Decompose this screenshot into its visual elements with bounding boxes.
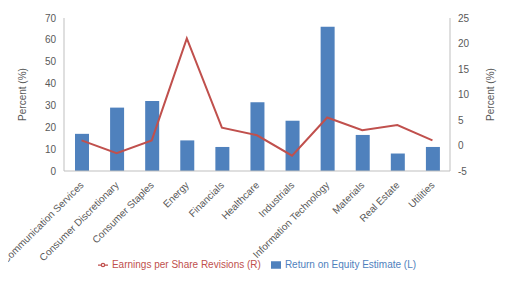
svg-text:Healthcare: Healthcare [219,179,261,221]
svg-text:Utilities: Utilities [406,179,437,210]
svg-text:20: 20 [458,38,470,49]
svg-text:10: 10 [45,144,57,155]
svg-text:Energy: Energy [161,179,191,209]
svg-text:Consumer Discretionary: Consumer Discretionary [37,179,121,264]
svg-text:Consumer Staples: Consumer Staples [90,179,156,245]
svg-text:Materials: Materials [330,179,366,215]
svg-text:15: 15 [458,64,470,75]
svg-text:Information Technology: Information Technology [251,179,332,260]
svg-text:10: 10 [458,89,470,100]
svg-text:-5: -5 [458,166,467,177]
svg-text:Percent (%): Percent (%) [17,68,28,121]
svg-text:5: 5 [458,115,464,126]
svg-text:20: 20 [45,122,57,133]
html-text:Return on Equity Estimate (L): Return on Equity Estimate (L) [284,259,417,270]
svg-text:0: 0 [50,166,56,177]
html-text:Earnings per Share Revisions (: Earnings per Share Revisions (R) [111,259,261,270]
svg-text:40: 40 [45,78,57,89]
svg-text:50: 50 [45,56,57,67]
svg-text:60: 60 [45,34,57,45]
svg-text:Industrials: Industrials [256,179,297,220]
svg-text:Financials: Financials [186,179,227,220]
svg-text:Real Estate: Real Estate [357,179,402,224]
svg-text:30: 30 [45,100,57,111]
svg-text:Percent (%): Percent (%) [485,68,496,121]
svg-text:25: 25 [458,13,470,24]
svg-text:0: 0 [458,140,464,151]
svg-text:70: 70 [45,13,57,24]
